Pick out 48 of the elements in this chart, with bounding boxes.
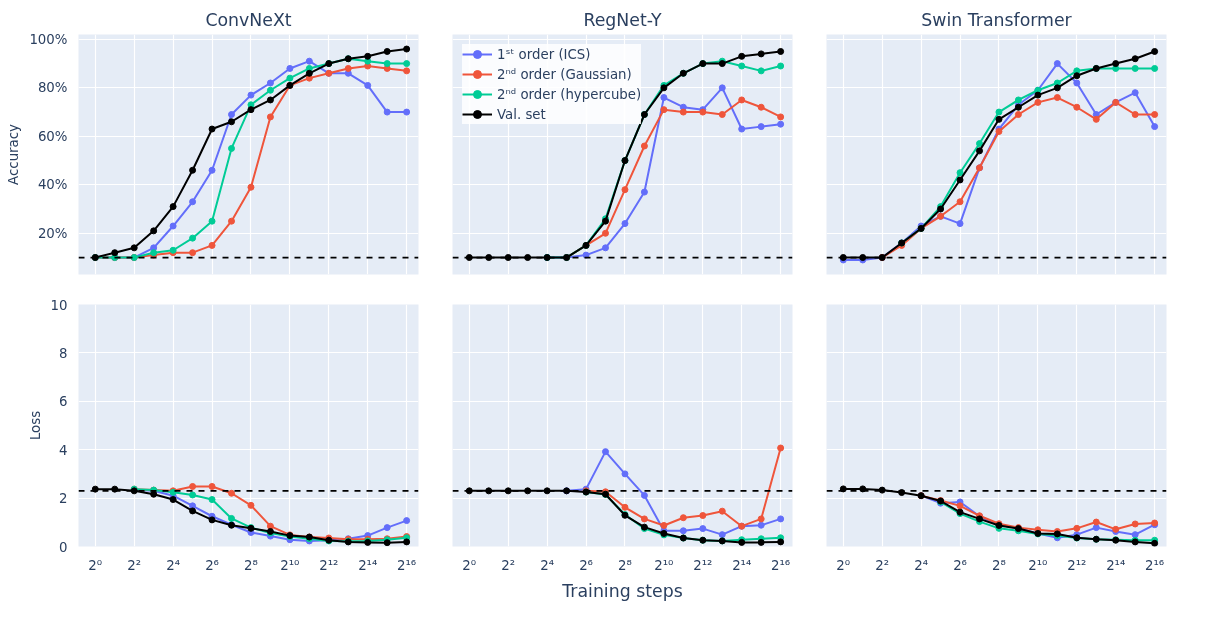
- y-tick-label: 20%: [37, 225, 68, 241]
- x-tick-label: 2⁸: [618, 557, 632, 573]
- y-tick-label: 40%: [37, 177, 68, 193]
- chart-title: Swin Transformer: [921, 9, 1073, 30]
- x-tick-label: 2²: [127, 557, 142, 573]
- legend-label: 2ⁿᵈ order (Gaussian): [497, 66, 632, 82]
- x-tick-label: 2¹²: [693, 557, 713, 573]
- y-axis-title: Loss: [27, 410, 43, 441]
- legend-label: Val. set: [497, 106, 546, 122]
- x-tick-label: 2¹⁴: [1106, 557, 1126, 573]
- legend-label: 2ⁿᵈ order (hypercube): [497, 86, 642, 102]
- x-tick-label: 2²: [875, 557, 890, 573]
- y-tick-label: 10: [50, 297, 68, 313]
- x-tick-label: 2¹⁶: [397, 557, 417, 573]
- x-tick-label: 2⁴: [540, 557, 555, 573]
- legend-label: 1ˢᵗ order (ICS): [497, 46, 591, 62]
- x-tick-label: 2¹⁶: [1145, 557, 1165, 573]
- x-tick-label: 2⁸: [992, 557, 1006, 573]
- x-tick-label: 2⁴: [914, 557, 929, 573]
- y-tick-label: 80%: [37, 80, 68, 96]
- x-tick-label: 2¹⁰: [1028, 557, 1048, 573]
- x-tick-label: 2¹⁶: [771, 557, 791, 573]
- x-tick-label: 2¹⁰: [280, 557, 300, 573]
- x-tick-label: 2⁰: [462, 557, 477, 573]
- x-tick-label: 2¹⁰: [654, 557, 674, 573]
- x-tick-label: 2⁰: [88, 557, 103, 573]
- chart-title: RegNet-Y: [583, 9, 662, 30]
- x-tick-label: 2⁴: [166, 557, 181, 573]
- chart-title: ConvNeXt: [205, 9, 292, 30]
- y-tick-label: 6: [59, 394, 68, 410]
- x-tick-label: 2⁸: [244, 557, 258, 573]
- y-tick-label: 4: [59, 442, 68, 458]
- x-axis-title: Training steps: [561, 580, 683, 601]
- x-tick-label: 2⁶: [205, 557, 219, 573]
- x-tick-label: 2⁰: [836, 557, 851, 573]
- x-tick-label: 2¹⁴: [732, 557, 752, 573]
- x-tick-label: 2⁶: [579, 557, 593, 573]
- x-tick-label: 2¹²: [319, 557, 339, 573]
- y-tick-label: 100%: [29, 31, 68, 47]
- y-axis-title: Accuracy: [6, 123, 22, 185]
- y-tick-label: 2: [59, 491, 68, 507]
- y-tick-label: 60%: [37, 128, 68, 144]
- y-tick-label: 8: [59, 345, 68, 361]
- x-tick-label: 2¹²: [1067, 557, 1087, 573]
- x-tick-label: 2²: [501, 557, 516, 573]
- x-tick-label: 2⁶: [953, 557, 967, 573]
- y-tick-label: 0: [59, 539, 68, 555]
- x-tick-label: 2¹⁴: [358, 557, 378, 573]
